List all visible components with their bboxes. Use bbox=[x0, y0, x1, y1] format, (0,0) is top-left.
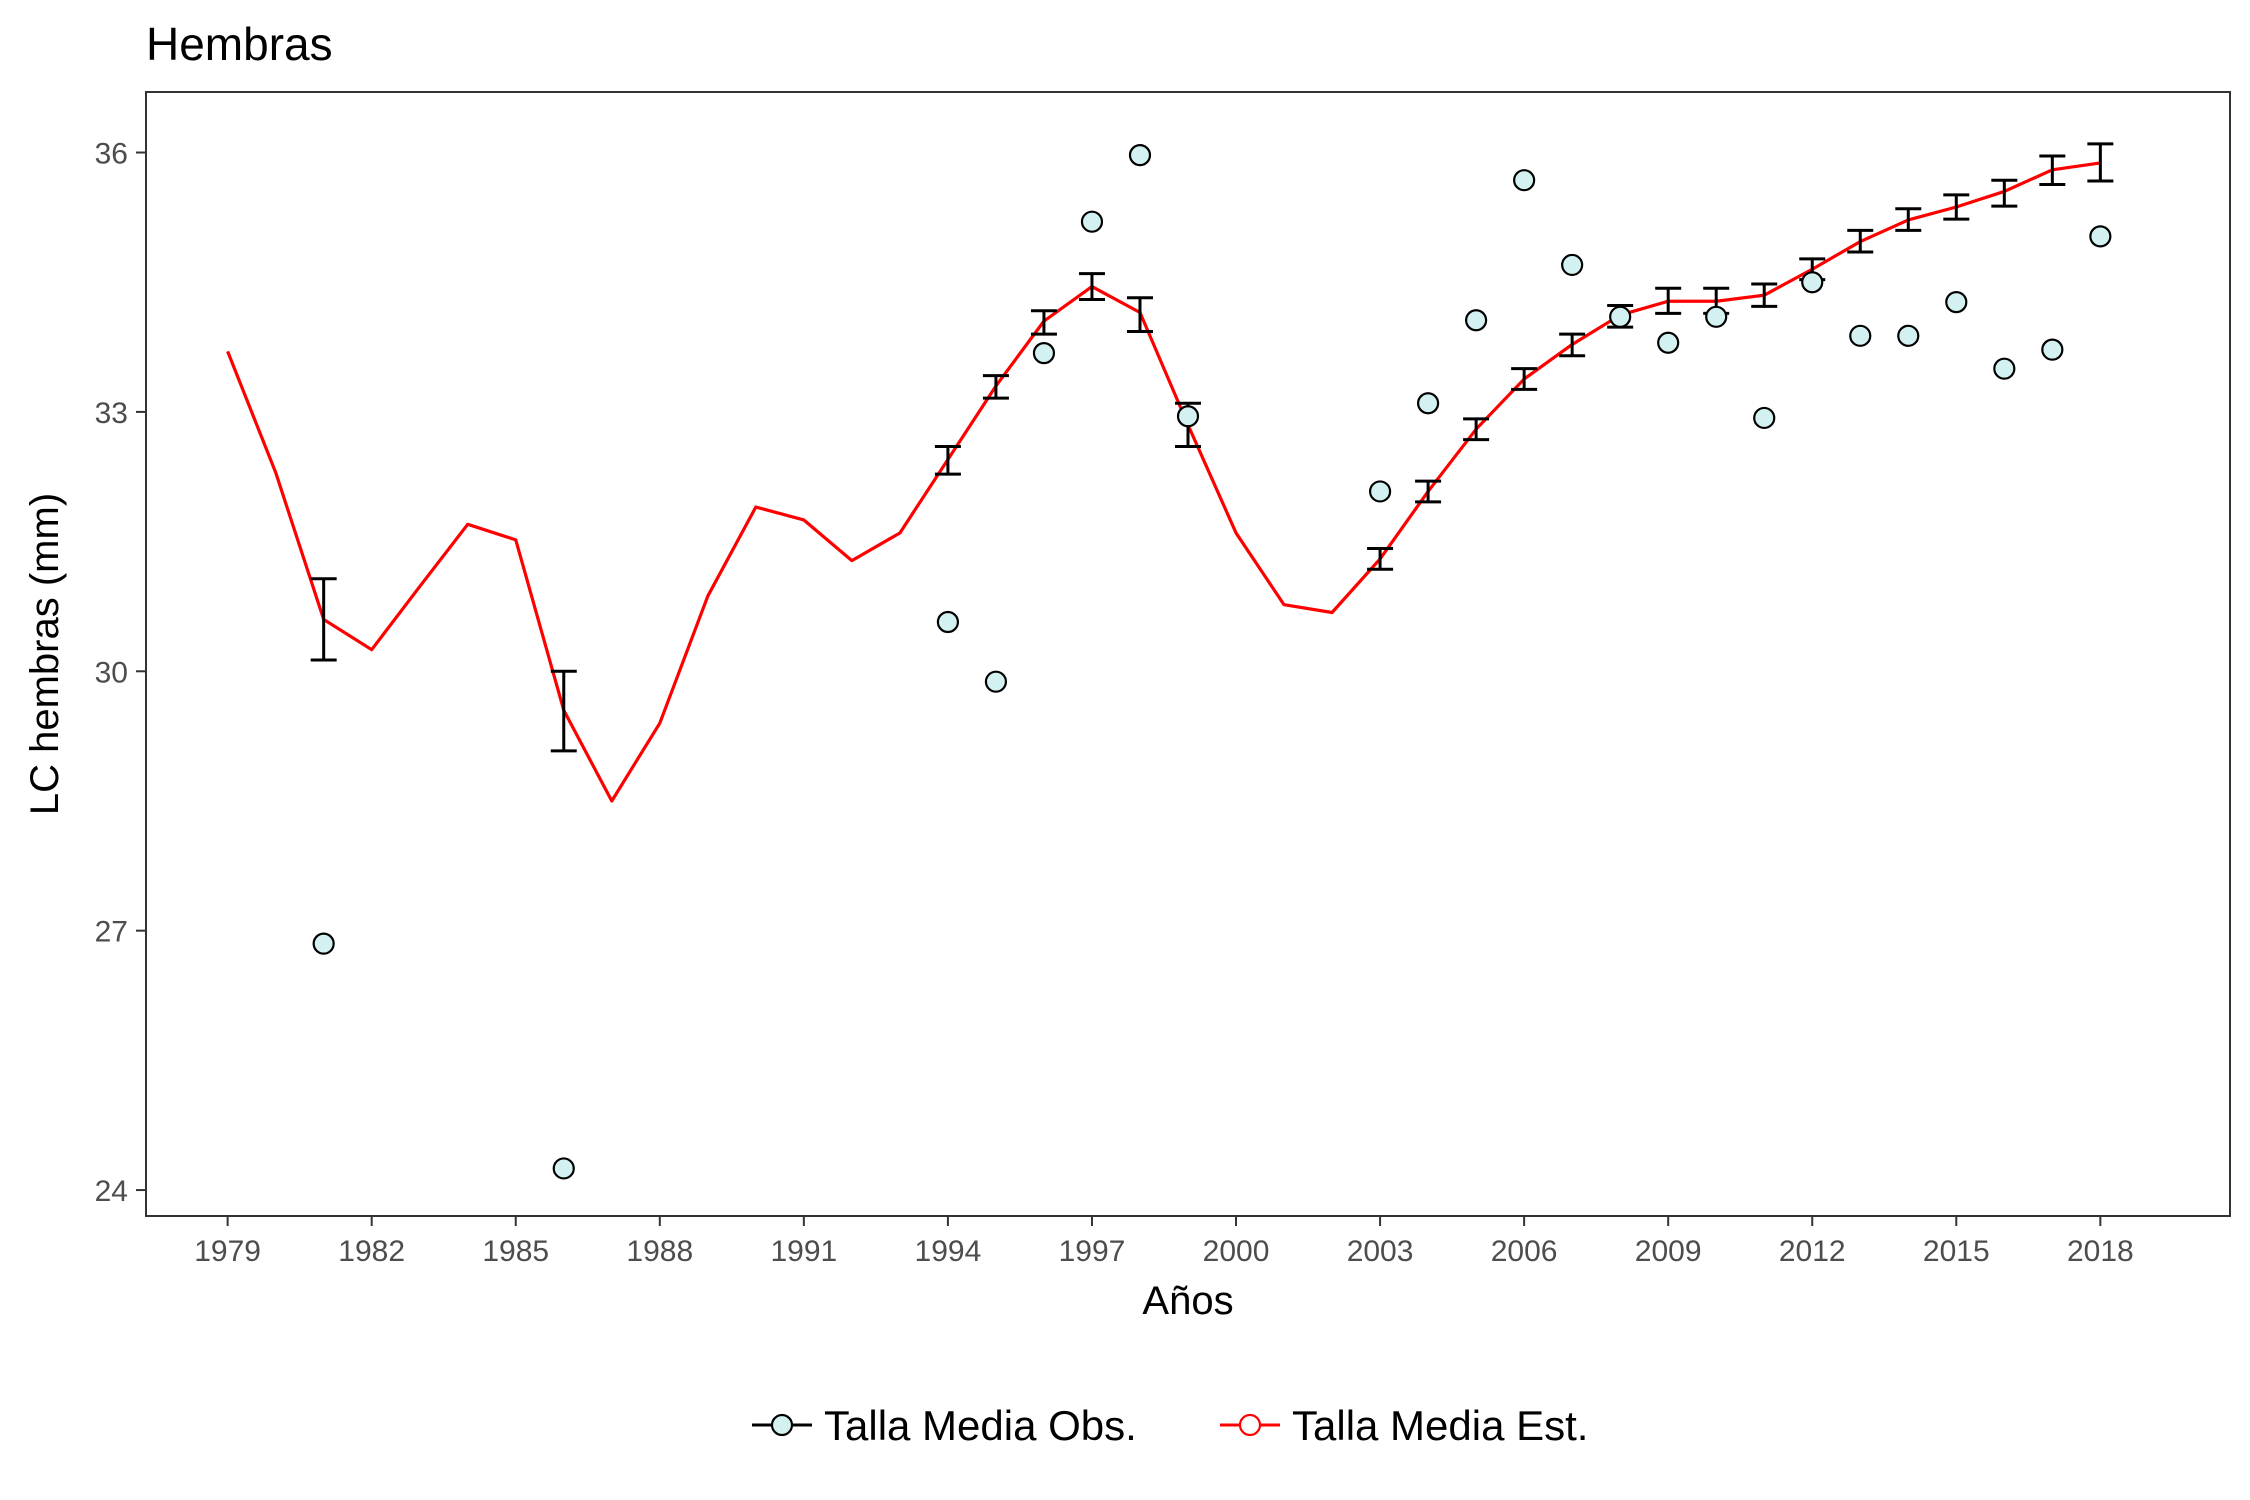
observed-point bbox=[1561, 253, 1584, 277]
x-tick-label: 2003 bbox=[1347, 1235, 1414, 1268]
x-tick-label: 1988 bbox=[626, 1235, 693, 1268]
error-bar bbox=[1847, 228, 1874, 254]
x-tick-label: 2012 bbox=[1779, 1235, 1846, 1268]
x-axis: 1979 1982 1985 1988 1991 1994 1997 2000 2003 2006… bbox=[194, 1216, 2134, 1268]
y-tick-label: 30 bbox=[95, 656, 128, 689]
observed-point bbox=[1176, 405, 1200, 428]
y-axis-title: LC hembras (mm) bbox=[23, 493, 67, 815]
y-tick-label: 24 bbox=[95, 1175, 128, 1208]
error-bar bbox=[1895, 207, 1922, 232]
x-axis-title: Años bbox=[1142, 1279, 1233, 1323]
observed-point bbox=[1705, 305, 1728, 328]
x-tick-label: 1985 bbox=[482, 1235, 549, 1268]
x-tick-label: 1982 bbox=[338, 1235, 405, 1268]
error-bar bbox=[982, 374, 1009, 400]
observed-point bbox=[1465, 309, 1488, 332]
legend-label-estimated: Talla Media Est. bbox=[1292, 1402, 1588, 1449]
y-axis: 24 27 30 33 36 bbox=[95, 138, 146, 1208]
observed-point bbox=[1032, 342, 1056, 365]
error-bar bbox=[1078, 272, 1105, 302]
x-tick-label: 1979 bbox=[194, 1235, 261, 1268]
error-bar bbox=[1367, 547, 1394, 571]
y-tick-label: 27 bbox=[95, 916, 128, 949]
observed-point bbox=[1080, 210, 1104, 233]
estimated-line bbox=[226, 161, 2101, 803]
error-bar bbox=[1511, 367, 1538, 391]
error-bar bbox=[310, 577, 337, 662]
x-tick-label: 2000 bbox=[1203, 1235, 1270, 1268]
observed-point bbox=[1897, 324, 1920, 347]
error-bar bbox=[550, 669, 577, 753]
legend-key-observed-point bbox=[770, 1413, 794, 1437]
error-bar bbox=[1463, 417, 1490, 442]
error-bar bbox=[1751, 282, 1778, 308]
observed-point bbox=[1945, 291, 1968, 314]
legend-key-estimated-point bbox=[1238, 1413, 1262, 1437]
error-bar bbox=[2039, 154, 2066, 187]
legend: Talla Media Obs. Talla Media Est. bbox=[752, 1402, 1588, 1449]
x-tick-label: 1997 bbox=[1059, 1235, 1126, 1268]
observed-point bbox=[1993, 357, 2016, 380]
observed-point bbox=[1368, 480, 1392, 503]
error-bar bbox=[934, 444, 961, 476]
observed-point bbox=[1128, 144, 1152, 167]
error-bar bbox=[1559, 332, 1586, 358]
plot-panel-border bbox=[145, 91, 2231, 1217]
observed-point bbox=[1416, 392, 1440, 415]
observed-point bbox=[552, 1157, 575, 1180]
observed-point bbox=[936, 610, 960, 634]
estimated-series bbox=[226, 161, 2101, 803]
error-bar bbox=[1126, 296, 1153, 333]
x-tick-label: 1994 bbox=[915, 1235, 982, 1268]
x-tick-label: 2015 bbox=[1923, 1235, 1990, 1268]
observed-series bbox=[312, 144, 2112, 1180]
y-tick-label: 33 bbox=[95, 397, 128, 430]
observed-point bbox=[312, 932, 335, 955]
observed-point bbox=[1849, 324, 1872, 347]
error-bar bbox=[1415, 479, 1442, 504]
legend-label-observed: Talla Media Obs. bbox=[824, 1402, 1137, 1449]
observed-point bbox=[1753, 406, 1776, 430]
x-tick-label: 2018 bbox=[2067, 1235, 2134, 1268]
error-bar bbox=[1030, 309, 1057, 336]
observed-point bbox=[1513, 169, 1536, 192]
chart-title: Hembras bbox=[146, 18, 333, 70]
error-bar bbox=[2087, 142, 2114, 183]
x-tick-label: 2006 bbox=[1491, 1235, 1558, 1268]
observed-point bbox=[2089, 225, 2112, 248]
x-tick-label: 1991 bbox=[770, 1235, 837, 1268]
observed-point bbox=[984, 670, 1008, 693]
error-bar bbox=[1943, 193, 1970, 221]
error-bar bbox=[1655, 286, 1682, 315]
observed-point bbox=[2041, 338, 2064, 361]
y-tick-label: 36 bbox=[95, 138, 128, 171]
observed-point bbox=[1801, 271, 1824, 294]
observed-point bbox=[1657, 331, 1680, 354]
error-bar bbox=[1991, 178, 2018, 208]
x-tick-label: 2009 bbox=[1635, 1235, 1702, 1268]
error-bars bbox=[310, 142, 2114, 753]
observed-point bbox=[1609, 305, 1632, 328]
